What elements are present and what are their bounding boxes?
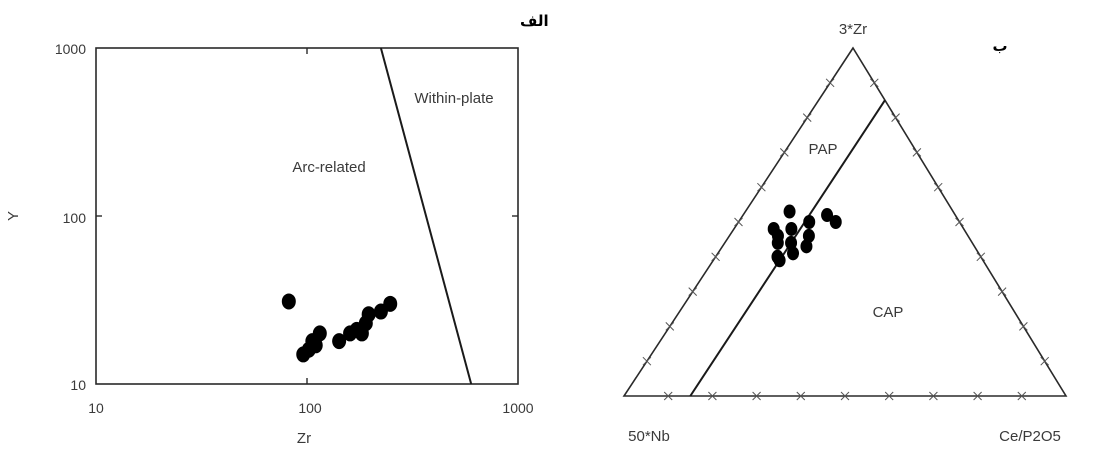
x-axis-label: Zr <box>297 430 311 447</box>
y-axis-label: Y <box>5 211 22 221</box>
ternary-ticks <box>642 78 1050 401</box>
edge-tick <box>1017 391 1027 401</box>
edge-tick <box>711 252 720 262</box>
edge-tick <box>688 287 698 296</box>
edge-tick <box>757 182 766 192</box>
x-tick-label-100: 100 <box>298 400 322 416</box>
edge-tick <box>884 391 894 401</box>
edge-tick <box>869 78 879 88</box>
edge-tick <box>976 252 986 262</box>
edge-tick <box>1040 356 1050 366</box>
sample-point <box>332 333 347 350</box>
edge-tick <box>929 391 938 401</box>
edge-tick <box>642 356 652 366</box>
edge-tick <box>825 78 835 88</box>
axis-ticks <box>96 48 518 384</box>
x-tick-label-10: 10 <box>88 400 104 416</box>
edge-tick <box>1019 322 1028 331</box>
y-tick-label-100: 100 <box>63 210 87 226</box>
sample-points <box>281 293 398 363</box>
ternary-sample-point <box>787 246 800 261</box>
panel-label-b: ب <box>992 37 1007 55</box>
sample-point <box>312 325 327 342</box>
edge-tick <box>752 391 761 401</box>
ternary-frame <box>622 46 1068 397</box>
panel-b-ternary: 3*Zr 50*Nb Ce/P2O5 PAP CAP ب <box>622 21 1068 445</box>
edge-tick <box>933 182 943 192</box>
ternary-sample-point <box>771 235 784 250</box>
panel-label-a: الف <box>520 12 549 30</box>
edge-tick <box>663 391 673 401</box>
sample-point <box>281 293 296 310</box>
edge-tick <box>891 113 900 122</box>
ternary-sample-points <box>767 204 842 268</box>
panel-a-chart: 1000 100 10 10 100 1000 Zr Y Within-plat… <box>5 12 549 447</box>
y-tick-label-10: 10 <box>70 377 86 393</box>
apex-label-right: Ce/P2O5 <box>999 428 1061 445</box>
edge-tick <box>665 322 675 331</box>
edge-tick <box>734 217 743 227</box>
y-tick-label-1000: 1000 <box>55 41 86 57</box>
ternary-sample-point <box>773 253 786 268</box>
region-label-cap: CAP <box>873 304 904 321</box>
edge-tick <box>973 391 982 401</box>
apex-label-top: 3*Zr <box>839 21 867 38</box>
sample-point <box>361 306 376 323</box>
ternary-sample-point <box>803 215 816 229</box>
sample-point <box>383 295 398 312</box>
region-label-within-plate: Within-plate <box>414 90 493 107</box>
edge-tick <box>955 217 964 227</box>
x-tick-label-1000: 1000 <box>502 400 533 416</box>
ternary-sample-point <box>783 204 796 219</box>
ternary-sample-point <box>802 228 815 243</box>
edge-tick <box>802 113 812 122</box>
ternary-sample-point <box>829 215 842 229</box>
ternary-sample-point <box>785 221 798 236</box>
region-label-pap: PAP <box>809 141 838 158</box>
region-label-arc-related: Arc-related <box>292 159 365 176</box>
edge-tick <box>912 148 922 157</box>
tectonic-boundary-line <box>379 47 473 385</box>
edge-tick <box>708 391 717 401</box>
edge-tick <box>840 391 850 401</box>
edge-tick <box>796 391 806 401</box>
edge-tick <box>779 148 789 157</box>
apex-label-left: 50*Nb <box>628 428 670 445</box>
ternary-sample-point <box>821 208 834 223</box>
ternary-sample-point <box>785 235 798 250</box>
edge-tick <box>997 287 1007 296</box>
